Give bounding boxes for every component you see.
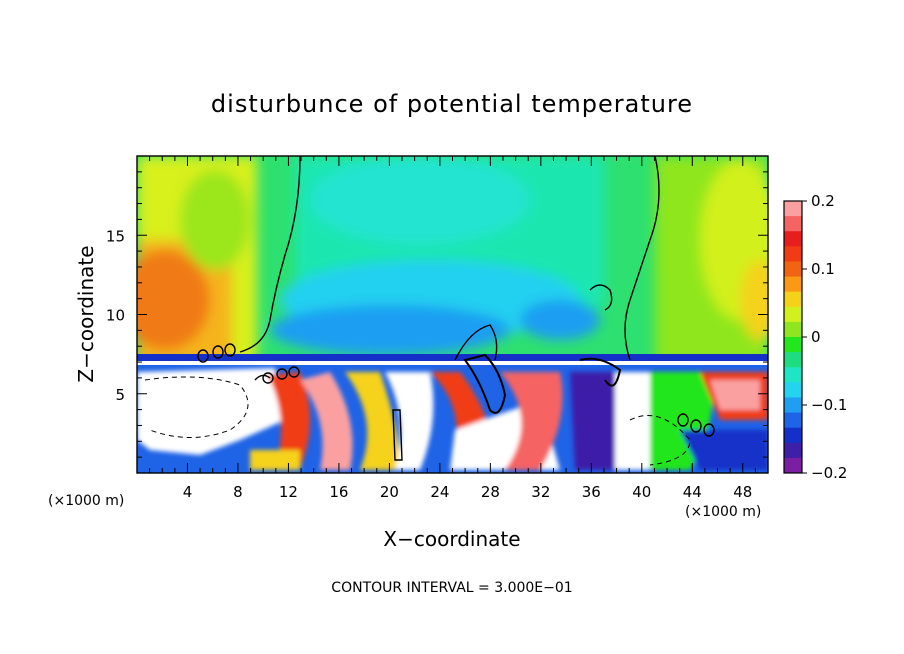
colorbar-swatch	[784, 337, 802, 353]
colorbar-swatch	[784, 397, 802, 414]
colorbar-swatch	[784, 291, 802, 308]
colorbar-swatch	[784, 216, 802, 232]
colorbar-swatch	[784, 231, 802, 247]
x-axis-label: X−coordinate	[383, 527, 520, 551]
colorbar-swatch	[784, 442, 802, 459]
colorbar-swatch	[784, 367, 802, 383]
colorbar-swatch	[784, 276, 802, 293]
chart-title: disturbunce of potential temperature	[211, 90, 693, 118]
x-tick-label: 36	[582, 483, 601, 501]
colorbar: 0.2 0.1 0 −0.1 −0.2	[783, 192, 847, 482]
x-tick-label: 8	[233, 483, 243, 501]
contour-dashed	[144, 376, 691, 466]
colorbar-swatch	[784, 201, 802, 217]
x-tick-label: 12	[279, 483, 298, 501]
x-tick-label: 4	[183, 483, 193, 501]
y-tick-label: 10	[106, 307, 125, 325]
y-axis-label: Z−coordinate	[74, 245, 98, 382]
colorbar-swatch	[784, 352, 802, 368]
colorbar-tick-label: 0.2	[811, 192, 835, 210]
colorbar-swatch	[784, 261, 802, 278]
colorbar-swatch	[784, 246, 802, 262]
contour-interval-note: CONTOUR INTERVAL = 3.000E−01	[331, 580, 572, 596]
x-tick-label: 16	[329, 483, 348, 501]
x-tick-label: 28	[481, 483, 500, 501]
upper-layer-blobs	[137, 156, 768, 364]
y-tick-label: 5	[115, 386, 125, 404]
y-tick-label: 15	[106, 227, 125, 245]
x-tick-label: 32	[531, 483, 550, 501]
interface-band	[137, 354, 768, 364]
colorbar-swatch	[784, 382, 802, 398]
colorbar-tick-label: 0.1	[811, 260, 835, 278]
colorbar-swatch	[784, 321, 802, 338]
x-tick-label: 44	[683, 483, 702, 501]
colorbar-swatch	[784, 306, 802, 323]
x-tick-label: 40	[632, 483, 651, 501]
interface-line	[137, 361, 768, 365]
lower-layer-structures	[137, 368, 768, 470]
colorbar-tick-label: −0.2	[811, 464, 847, 482]
colorbar-tick-label: −0.1	[811, 396, 847, 414]
heatmap-field	[137, 156, 768, 473]
colorbar-swatch	[784, 457, 802, 474]
x-tick-label: 20	[380, 483, 399, 501]
colorbar-swatch	[784, 412, 802, 429]
x-tick-label: 48	[733, 483, 752, 501]
x-tick-label: 24	[430, 483, 449, 501]
colorbar-tick-label: 0	[811, 328, 821, 346]
x-unit-left: (×1000 m)	[48, 493, 124, 509]
x-unit-right: (×1000 m)	[685, 504, 761, 520]
contour-lines	[197, 156, 715, 461]
colorbar-swatch	[784, 427, 802, 444]
